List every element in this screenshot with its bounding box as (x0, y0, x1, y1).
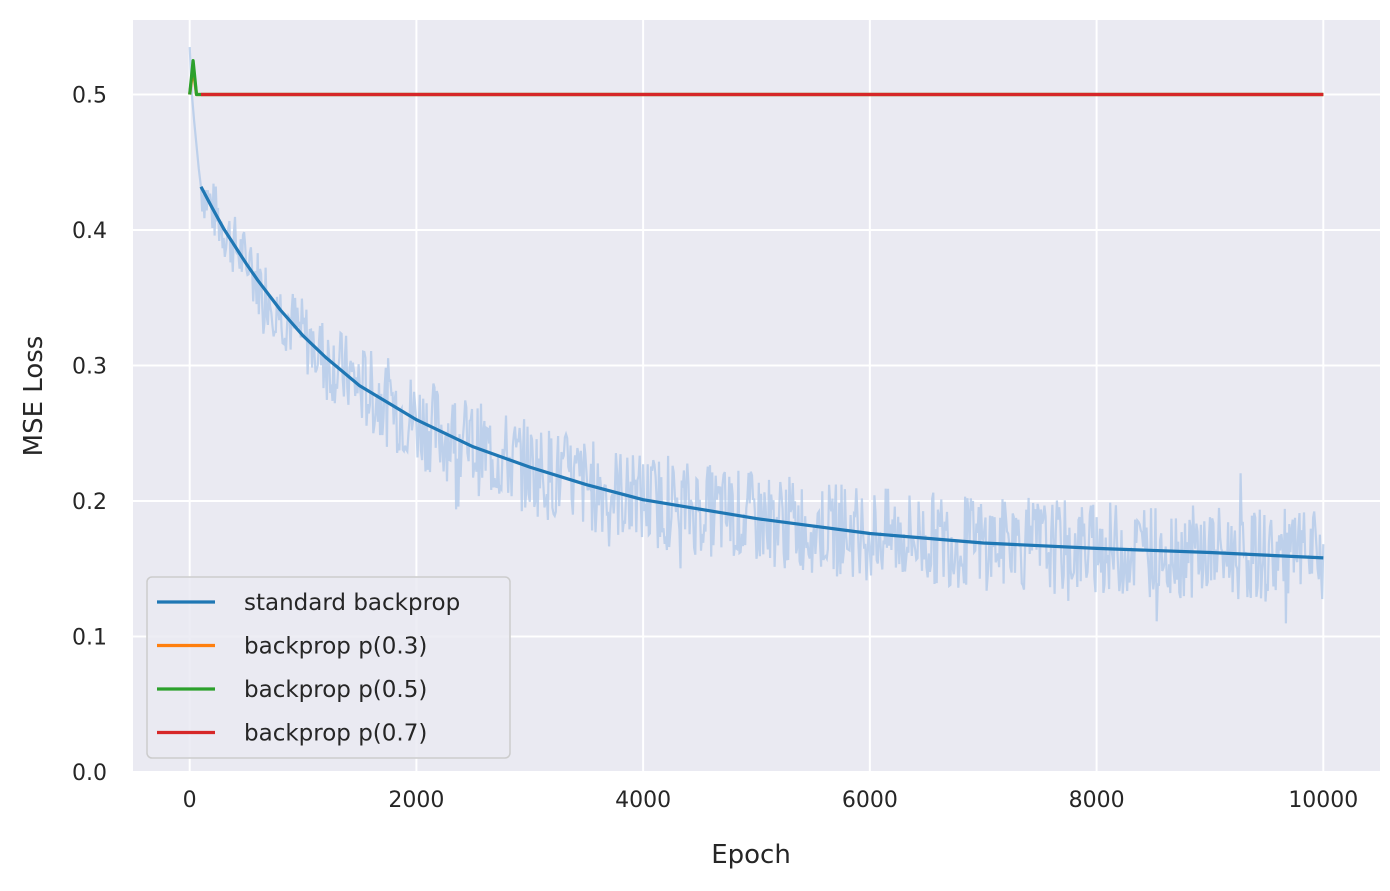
x-tick-label: 8000 (1069, 788, 1125, 813)
y-axis-label: MSE Loss (19, 336, 49, 457)
y-tick-label: 0.1 (72, 626, 107, 651)
y-tick-labels: 0.0 0.1 0.2 0.3 0.4 0.5 (72, 84, 107, 786)
x-axis-label: Epoch (711, 840, 791, 870)
y-tick-label: 0.3 (72, 355, 107, 380)
legend-label: backprop p(0.5) (244, 677, 427, 703)
legend: standard backprop backprop p(0.3) backprop… (146, 576, 511, 759)
y-tick-label: 0.2 (72, 490, 107, 515)
x-tick-label: 0 (183, 788, 197, 813)
series-line (199, 185, 1324, 560)
x-tick-labels: 0 2000 4000 6000 8000 10000 (183, 788, 1359, 813)
y-tick-label: 0.5 (72, 84, 107, 109)
x-tick-label: 2000 (388, 788, 444, 813)
raw-series-line (188, 47, 1325, 624)
legend-box (146, 576, 511, 759)
y-tick-label: 0.4 (72, 219, 107, 244)
legend-label: backprop p(0.3) (244, 634, 427, 660)
y-tick-label: 0.0 (72, 761, 107, 786)
x-tick-label: 4000 (615, 788, 671, 813)
raw-series-layer (188, 47, 1325, 624)
legend-label: standard backprop (244, 590, 460, 616)
x-tick-label: 6000 (842, 788, 898, 813)
series-layer (188, 59, 1324, 560)
x-tick-label: 10000 (1288, 788, 1358, 813)
legend-label: backprop p(0.7) (244, 721, 427, 747)
